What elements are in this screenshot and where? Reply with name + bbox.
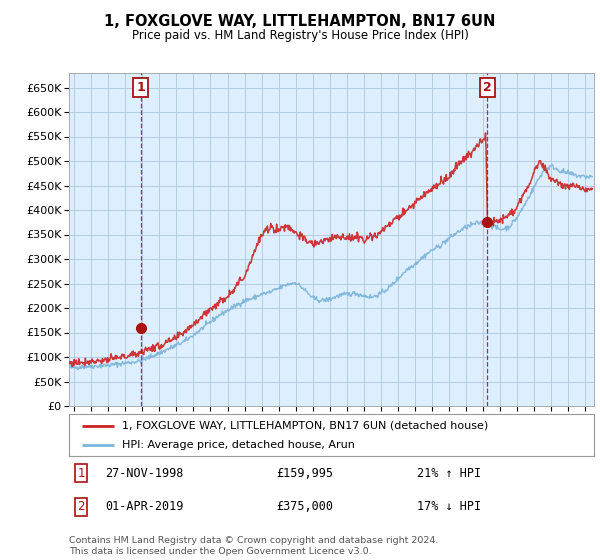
Text: 1: 1 <box>77 466 85 480</box>
Text: Price paid vs. HM Land Registry's House Price Index (HPI): Price paid vs. HM Land Registry's House … <box>131 29 469 42</box>
Text: 27-NOV-1998: 27-NOV-1998 <box>105 466 184 480</box>
Text: 01-APR-2019: 01-APR-2019 <box>105 500 184 514</box>
Text: 1, FOXGLOVE WAY, LITTLEHAMPTON, BN17 6UN (detached house): 1, FOXGLOVE WAY, LITTLEHAMPTON, BN17 6UN… <box>121 421 488 431</box>
Text: £159,995: £159,995 <box>276 466 333 480</box>
Text: £375,000: £375,000 <box>276 500 333 514</box>
Text: 2: 2 <box>483 81 492 94</box>
Text: 17% ↓ HPI: 17% ↓ HPI <box>417 500 481 514</box>
Text: 1, FOXGLOVE WAY, LITTLEHAMPTON, BN17 6UN: 1, FOXGLOVE WAY, LITTLEHAMPTON, BN17 6UN <box>104 14 496 29</box>
Text: 2: 2 <box>77 500 85 514</box>
Text: 21% ↑ HPI: 21% ↑ HPI <box>417 466 481 480</box>
Text: HPI: Average price, detached house, Arun: HPI: Average price, detached house, Arun <box>121 440 355 450</box>
Text: Contains HM Land Registry data © Crown copyright and database right 2024.
This d: Contains HM Land Registry data © Crown c… <box>69 536 439 556</box>
Text: 1: 1 <box>136 81 145 94</box>
